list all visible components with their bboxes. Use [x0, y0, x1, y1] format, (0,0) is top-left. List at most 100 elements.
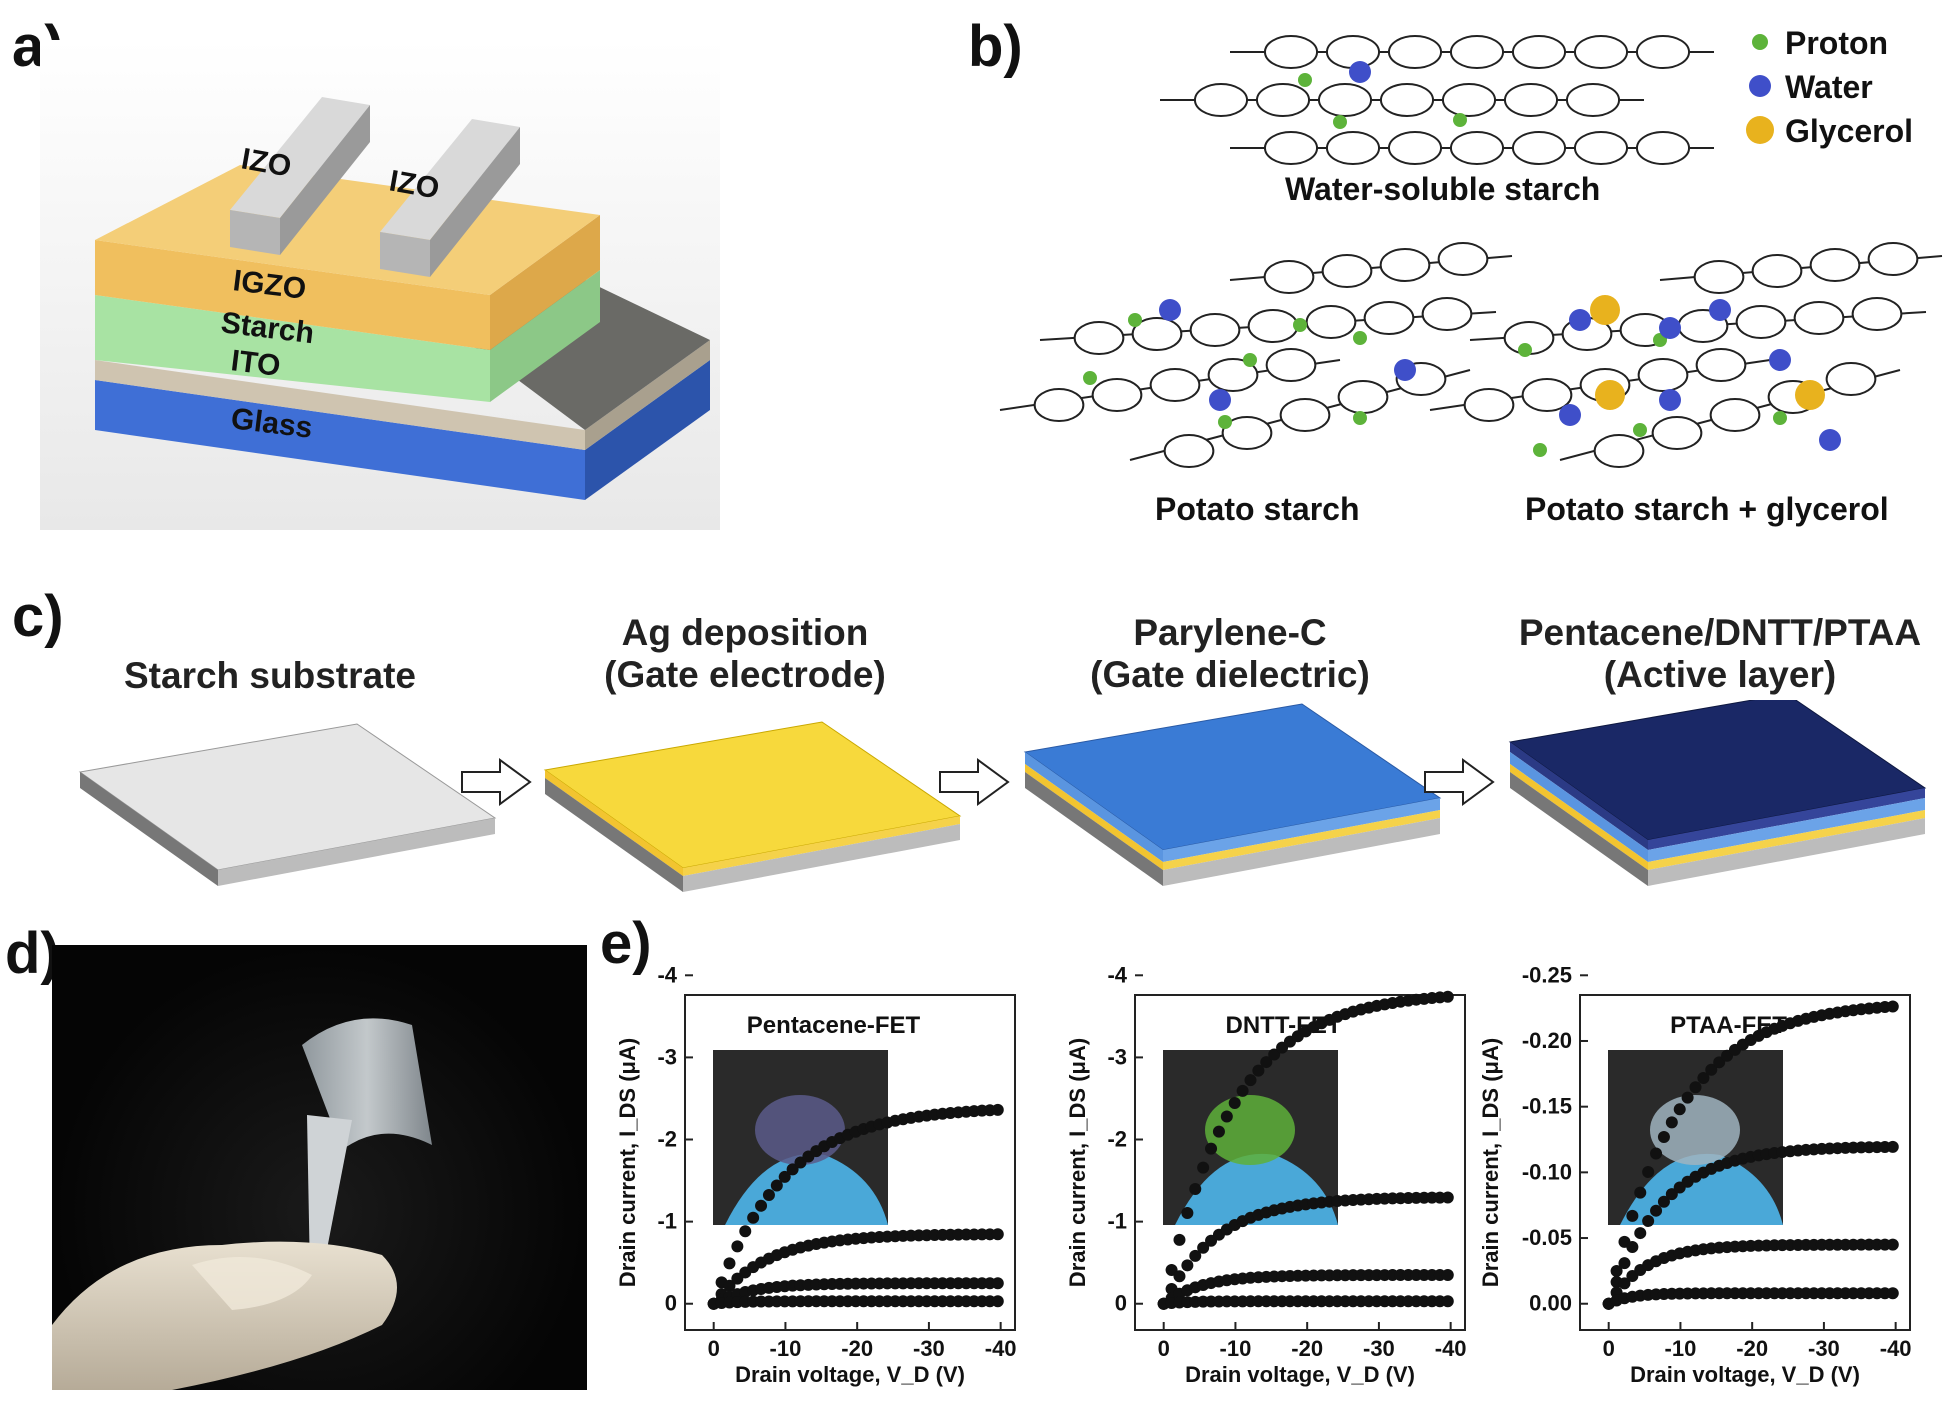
glucose-unit [1163, 434, 1215, 468]
stack-active-layer [1508, 700, 1927, 886]
glucose-unit [1387, 131, 1443, 165]
inset-device-photo [713, 1050, 888, 1225]
izo-electrode-2-front [380, 232, 430, 277]
glucose-unit [1511, 35, 1567, 69]
glucose-unit [1279, 398, 1331, 432]
proton-particle [1243, 353, 1257, 367]
data-point [1205, 1142, 1218, 1155]
glucose-unit [1337, 380, 1389, 414]
data-point [1634, 1227, 1647, 1240]
glucose-unit [1363, 301, 1415, 335]
data-point [991, 1277, 1004, 1290]
water-particle [1769, 349, 1791, 371]
glucose-unit [1851, 297, 1903, 331]
chart-1: 0 -10 -20 -30 -40 0 -1 -2 -3 -4 Drain voltage, V_D… [615, 962, 1017, 1387]
starch-layer-front [95, 295, 490, 402]
flexible-starch-film-photo [52, 945, 587, 1390]
tweezers [307, 1115, 352, 1275]
data-point [1657, 1195, 1670, 1208]
glucose-unit [1263, 35, 1319, 69]
glucose-unit [1221, 416, 1273, 450]
glucose-unit [1207, 358, 1259, 392]
data-point [1197, 1161, 1210, 1174]
data-point [1642, 1215, 1655, 1228]
x-tick-label: -40 [1435, 1336, 1467, 1361]
glucose-unit [1449, 35, 1505, 69]
data-point [991, 1228, 1004, 1241]
y-tick-label: -1 [1107, 1209, 1127, 1234]
x-tick-label: -10 [1220, 1336, 1252, 1361]
izo-electrode-2-side [430, 127, 520, 277]
glucose-unit [1421, 297, 1473, 331]
x-tick-label: -30 [1808, 1336, 1840, 1361]
data-point [1236, 1084, 1249, 1097]
inset-device [755, 1095, 845, 1165]
y-tick-label: -0.10 [1522, 1159, 1572, 1184]
data-point [1705, 1063, 1718, 1076]
step-4-title: Pentacene/DNTT/PTAA (Active layer) [1490, 612, 1950, 696]
y-axis-label: Drain current, I_DS (μA) [1478, 1038, 1503, 1287]
data-point [1181, 1206, 1194, 1219]
process-arrow-1 [461, 758, 532, 806]
glucose-unit [1463, 388, 1515, 422]
x-axis-label: Drain voltage, V_D (V) [735, 1362, 965, 1387]
proton-particle [1633, 423, 1647, 437]
panel-b-letter: b) [968, 14, 1023, 79]
glucose-unit [1573, 35, 1629, 69]
step-1-title-line1: Starch substrate [124, 655, 416, 696]
data-point [1173, 1233, 1186, 1246]
water-legend-marker [1749, 75, 1771, 97]
data-point [1886, 1000, 1899, 1013]
data-point [1697, 1071, 1710, 1084]
glucose-unit [1809, 248, 1861, 282]
y-axis-label: Drain current, I_DS (μA) [615, 1038, 640, 1287]
chart-3: 0 -10 -20 -30 -40 0.00 -0.05 -0.10 -0.15 -0.20 -0.… [1478, 962, 1912, 1387]
glucose-unit [1593, 434, 1645, 468]
glucose-unit [1867, 242, 1919, 276]
x-tick-label: -30 [1363, 1336, 1395, 1361]
glucose-unit [1695, 348, 1747, 382]
data-point [770, 1179, 783, 1192]
glucose-unit [1247, 309, 1299, 343]
proton-particle [1333, 115, 1347, 129]
water-particle [1569, 309, 1591, 331]
glycerol-particle [1590, 295, 1620, 325]
glucose-unit [1305, 305, 1357, 339]
data-point [1650, 1204, 1663, 1217]
caption-potato-starch-glycerol: Potato starch + glycerol [1525, 491, 1889, 527]
glycerol-particle [1795, 380, 1825, 410]
data-point [739, 1225, 752, 1238]
y-tick-label: -4 [657, 962, 677, 987]
glucose-unit [1709, 398, 1761, 432]
x-axis-label: Drain voltage, V_D (V) [1185, 1362, 1415, 1387]
water-particle [1659, 389, 1681, 411]
step-3-title: Parylene-C (Gate dielectric) [1010, 612, 1450, 696]
glucose-unit [1091, 378, 1143, 412]
glucose-unit [1263, 131, 1319, 165]
fabrication-process-diagram-c [78, 700, 1927, 892]
glucose-unit [1635, 131, 1691, 165]
data-point [1610, 1265, 1623, 1278]
data-point [1441, 990, 1454, 1003]
water-particle [1159, 299, 1181, 321]
proton-particle [1298, 73, 1312, 87]
proton-particle [1353, 331, 1367, 345]
izo-electrode-1-side [280, 105, 370, 255]
water-particle [1559, 404, 1581, 426]
glucose-unit [1693, 260, 1745, 294]
stack-starch-substrate [78, 723, 497, 886]
proton-particle [1218, 415, 1232, 429]
step-2-title-line2: (Gate electrode) [604, 654, 886, 695]
y-tick-label: 0 [1115, 1291, 1127, 1316]
proton-legend-marker [1752, 34, 1768, 50]
x-tick-label: 0 [1603, 1336, 1615, 1361]
step-2-title: Ag deposition (Gate electrode) [520, 612, 970, 696]
glucose-unit [1325, 35, 1381, 69]
glucose-unit [1735, 305, 1787, 339]
inset-device [1650, 1095, 1740, 1165]
legend-proton-label: Proton [1785, 25, 1888, 61]
data-point [723, 1257, 736, 1270]
glass-layer-side [585, 360, 710, 500]
water-particle [1709, 299, 1731, 321]
y-tick-label: -0.05 [1522, 1225, 1572, 1250]
